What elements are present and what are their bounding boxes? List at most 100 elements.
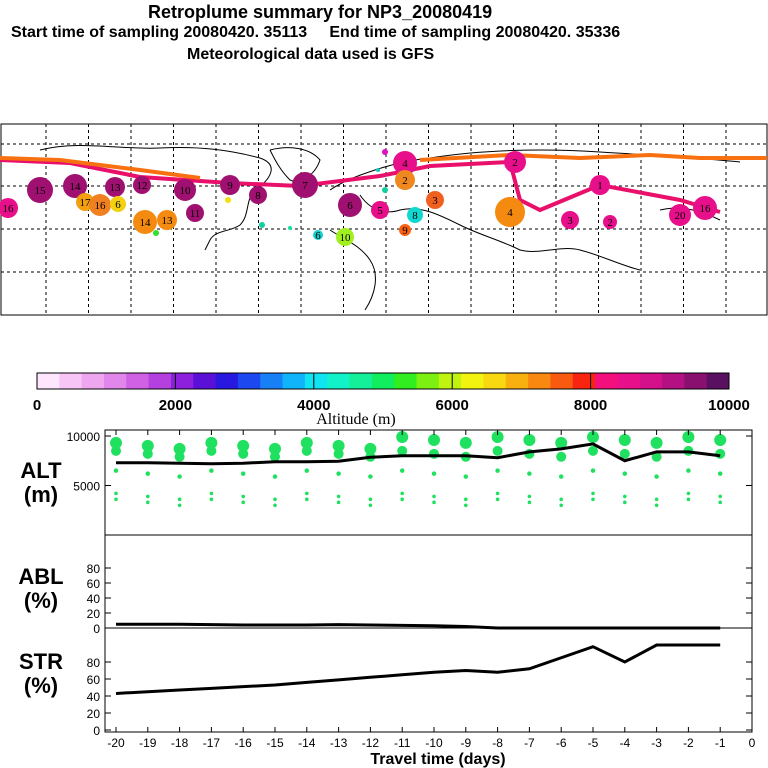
colorbar-tick-label: 2000	[159, 397, 192, 414]
alt-member-dot	[717, 471, 723, 476]
plume-day-label: 6	[315, 230, 321, 242]
alt-member-dot	[654, 474, 659, 479]
alt-member-dot	[459, 436, 472, 449]
plume-centroid	[504, 151, 526, 173]
alt-member-dot	[718, 494, 722, 499]
colorbar-swatch	[416, 373, 440, 389]
alt-member-dot	[240, 471, 246, 476]
plume-centroid	[110, 196, 126, 212]
plume-centroid	[590, 175, 610, 195]
alt-member-dot	[491, 430, 504, 443]
alt-member-dot	[177, 503, 182, 508]
alt-member-dot	[556, 451, 567, 462]
x-tick-label: -14	[298, 736, 316, 750]
plume-day-label: 14	[140, 217, 152, 229]
x-tick-label: -4	[619, 736, 630, 750]
plume-day-label: 8	[412, 210, 418, 222]
plume-day-label: 2	[512, 157, 518, 169]
alt-panel-label: ALT (m)	[20, 458, 62, 507]
plume-centroid	[174, 179, 196, 201]
colorbar-swatch	[304, 373, 328, 389]
alt-member-dot	[396, 430, 409, 443]
alt-member-dot	[174, 451, 185, 462]
colorbar-tick-label: 8000	[574, 397, 607, 414]
colorbar-swatch	[706, 373, 730, 389]
plume-day-label: 20	[675, 210, 687, 222]
x-tick-label: -1	[715, 736, 726, 750]
alt-member-dot	[432, 500, 436, 505]
colorbar-swatch	[483, 373, 507, 389]
alt-member-dot	[558, 474, 564, 479]
plume-centroid	[157, 210, 177, 230]
colorbar-swatch	[528, 373, 551, 389]
alt-member-dot	[142, 448, 153, 459]
plume-minor-dot	[376, 168, 380, 172]
colorbar-frame	[36, 372, 730, 390]
colorbar-swatch	[193, 373, 217, 389]
x-tick-label: 0	[749, 736, 756, 750]
alt-member-dot	[590, 468, 596, 473]
alt-member-dot	[432, 494, 436, 499]
alt-member-dot	[555, 436, 568, 449]
alt-member-dot	[300, 436, 313, 449]
plume-centroid	[693, 196, 717, 220]
plume-day-label: 10	[180, 185, 192, 197]
str-y-tick-label: 80	[87, 656, 101, 670]
abl-str-panel-frame	[104, 534, 753, 733]
alt-member-dot	[495, 491, 500, 496]
trajectory-upper	[0, 152, 767, 180]
plume-day-label: 13	[110, 182, 122, 194]
alt-member-dot	[523, 433, 536, 446]
plume-day-label: 6	[115, 199, 121, 211]
alt-member-dot	[588, 445, 598, 456]
alt-member-dot	[368, 497, 373, 502]
plume-day-label: 17	[80, 197, 92, 209]
colorbar-swatch	[572, 373, 596, 389]
plume-minor-dot	[153, 230, 159, 236]
plume-day-label: 16	[3, 203, 15, 215]
plume-centroid	[407, 207, 423, 223]
alt-member-dot	[364, 442, 377, 455]
alt-member-dot	[305, 497, 309, 502]
alt-member-dot	[273, 497, 277, 502]
alt-member-dot	[238, 448, 249, 459]
abl-panel-label: ABL (%)	[18, 564, 64, 613]
plume-day-label: 12	[137, 180, 148, 192]
alt-mean-line	[116, 442, 721, 466]
x-tick-label: -16	[235, 736, 253, 750]
alt-member-dot	[527, 471, 532, 476]
alt-member-dot	[464, 497, 468, 502]
alt-y-tick-label: 5000	[73, 480, 100, 494]
alt-member-dot	[111, 445, 121, 456]
plume-day-label: 8	[255, 190, 261, 202]
abl-y-tick-label: 20	[87, 607, 101, 621]
plume-centroid	[186, 204, 204, 222]
alt-member-dot	[110, 436, 122, 449]
plume-centroid	[426, 191, 444, 209]
plume-centroid	[249, 186, 267, 204]
alt-member-dot	[431, 471, 437, 476]
x-tick-label: -2	[683, 736, 694, 750]
meteo-data-note: Meteorological data used is GFS	[187, 46, 435, 63]
x-tick-label: -6	[556, 736, 567, 750]
alt-member-dot	[241, 494, 245, 499]
plume-minor-dot	[382, 149, 388, 155]
abl-y-tick-label: 0	[93, 622, 100, 636]
coast-east-asia	[659, 207, 721, 221]
alt-member-dot	[651, 451, 662, 462]
abl-line	[116, 622, 721, 630]
x-tick-label: -10	[425, 736, 443, 750]
x-tick-label: -11	[394, 736, 411, 750]
alt-member-dot	[623, 494, 627, 499]
alt-member-dot	[205, 436, 218, 449]
alt-member-dot	[270, 451, 280, 462]
plume-day-label: 16	[95, 200, 107, 212]
alt-member-dot	[650, 436, 663, 449]
alt-member-dot	[429, 448, 439, 459]
colorbar-swatch	[126, 373, 150, 389]
x-tick-label: -17	[203, 736, 221, 750]
alt-member-dot	[114, 491, 118, 496]
colorbar-label: Altitude (m)	[316, 411, 396, 428]
